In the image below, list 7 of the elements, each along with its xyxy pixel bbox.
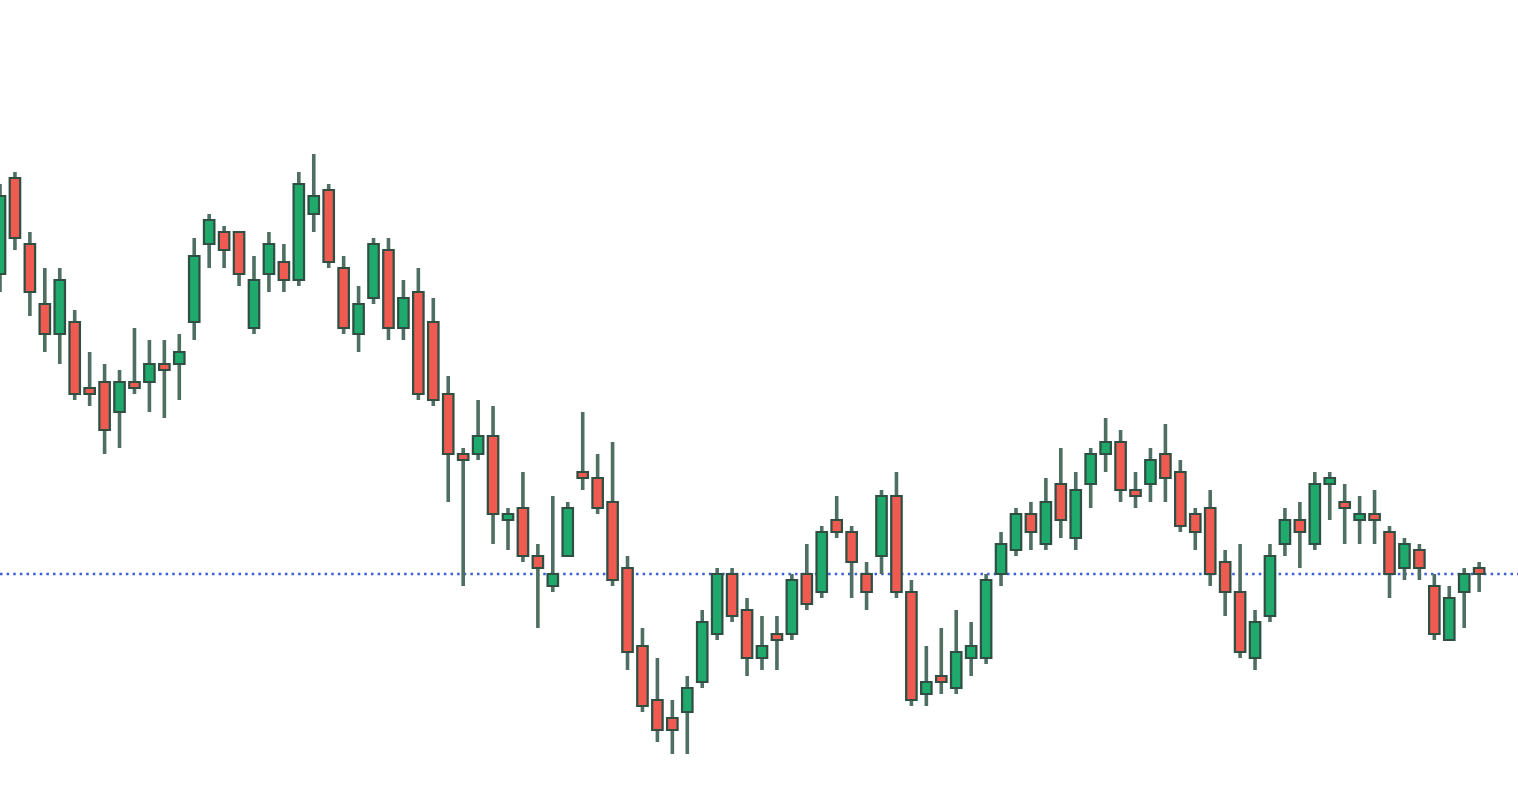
candlestick xyxy=(1338,482,1352,546)
candlestick xyxy=(860,560,873,612)
candlestick xyxy=(546,494,560,594)
candlestick xyxy=(23,230,37,318)
candlestick xyxy=(680,674,694,756)
candlestick xyxy=(247,254,261,336)
candlestick xyxy=(561,500,575,558)
